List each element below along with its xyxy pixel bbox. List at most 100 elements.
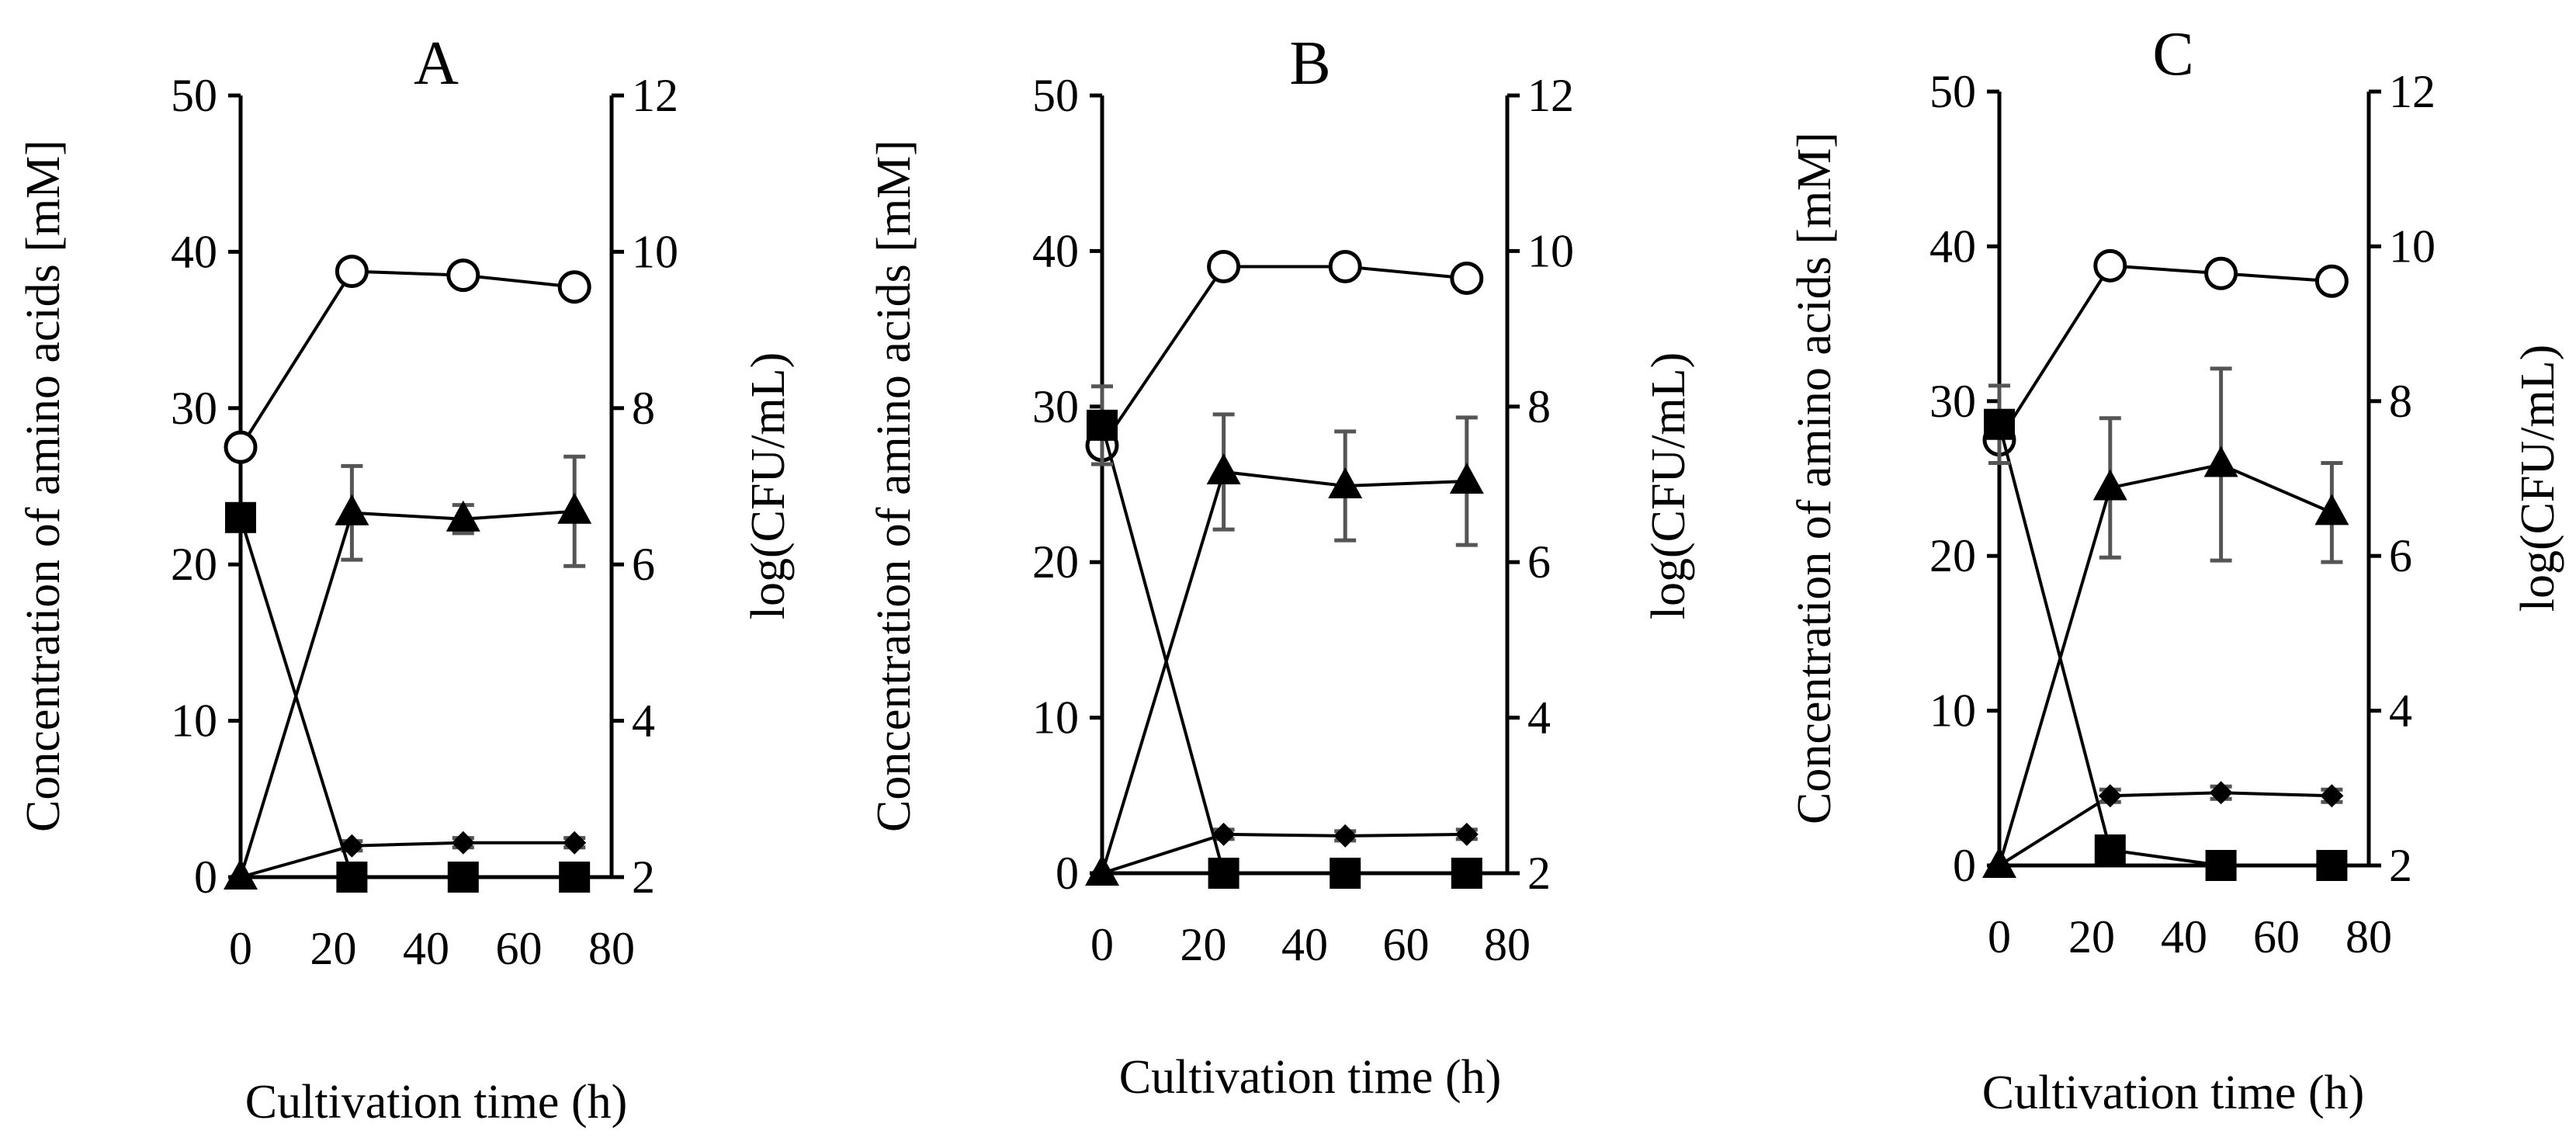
y-tick-label-right: 2 [632,851,655,903]
point-diamond [1454,822,1479,846]
y-tick-label-right: 6 [632,539,655,590]
x-tick-label: 0 [1090,919,1114,970]
point-triangle [2092,469,2127,501]
x-tick-label: 60 [2253,911,2300,962]
point-square [2316,850,2348,881]
x-tick-label: 60 [1383,919,1430,970]
y-tick-label-right: 4 [632,695,655,747]
x-tick-label: 40 [403,923,449,974]
x-tick-label: 40 [2161,911,2207,962]
y-tick-label-right: 6 [1527,536,1551,588]
series-line-square [1101,425,1467,875]
point-square [225,501,256,533]
y-tick-label-left: 0 [1953,840,1976,891]
panel-title: C [2152,20,2193,88]
point-triangle [335,494,369,525]
point-diamond [451,831,475,855]
series-line-diamond [1101,832,1467,875]
y-tick-label-right: 8 [632,383,655,434]
point-diamond [1988,854,2011,877]
y-tick-label-left: 20 [1032,536,1079,588]
point-triangle [1206,453,1241,484]
panel-title: B [1289,29,1330,98]
x-tick-label: 20 [310,923,357,974]
plot-area: 0 10 20 30 40 50 2 4 6 8 10 12 0 20 40 60 80 [1032,70,1574,970]
y-tick-label-left: 10 [1929,685,1976,737]
x-tick-label: 0 [229,923,252,974]
y-axis-title-left: Concentration of amino acids [mM] [17,140,70,832]
y-tick-label-right: 8 [1527,381,1551,432]
y-axis-title-right: log(CFU/mL) [1642,352,1695,619]
y-tick-label-right: 12 [2389,66,2436,117]
x-tick-label: 0 [1988,911,2011,962]
point-open-circle [2093,248,2127,283]
y-tick-label-left: 10 [171,695,217,747]
point-open-circle [446,258,480,293]
point-triangle [2314,494,2349,525]
y-tick-label-left: 40 [171,226,217,277]
point-triangle [557,492,592,524]
plot-area: 0 10 20 30 40 50 2 4 6 8 10 12 0 20 40 60 80 [171,70,678,974]
panel-a: A Concentration of amino acids [mM] log(… [17,29,795,1129]
series-line-triangle [239,509,575,878]
panel-title: A [414,29,459,98]
plot-area: 0 10 20 30 40 50 2 4 6 8 10 12 0 20 40 60 80 [1929,66,2436,962]
point-triangle [1449,462,1484,494]
point-diamond [2320,784,2344,808]
series-line-square [1998,424,2332,867]
x-tick-label: 80 [1484,919,1531,970]
y-tick-label-right: 6 [2389,530,2412,581]
point-square [2205,850,2237,881]
point-triangle [1328,467,1363,499]
point-diamond [2098,784,2122,808]
point-diamond [1333,824,1357,848]
point-diamond [2209,781,2233,805]
point-square [1208,858,1239,889]
panel-c: C Concentration of amino acids [mM] log(… [1788,20,2564,1119]
y-tick-label-right: 12 [632,70,678,121]
y-tick-label-left: 40 [1929,220,1976,272]
y-tick-label-right: 2 [2389,840,2412,891]
point-diamond [229,865,252,889]
y-tick-label-left: 40 [1032,225,1079,276]
point-square [1087,409,1118,441]
y-axis-title-right: log(CFU/mL) [2512,345,2564,612]
y-tick-label-left: 50 [1929,66,1976,117]
point-square [447,862,479,893]
series-line-open-circle [239,269,575,449]
x-axis-title: Cultivation time (h) [245,1076,628,1129]
y-tick-label-left: 30 [1032,381,1079,432]
y-tick-label-right: 8 [2389,376,2412,427]
point-square [1451,858,1482,889]
series-line-triangle [1998,463,2333,866]
y-tick-label-right: 10 [2389,220,2436,272]
y-axis-title-left: Concentration of amino acids [mM] [1788,132,1841,824]
point-diamond [563,831,587,855]
point-open-circle [1450,261,1484,295]
x-axis-title: Cultivation time (h) [1982,1066,2365,1119]
point-square [336,862,368,893]
series-line-open-circle [1101,265,1467,447]
point-open-circle [2204,256,2238,290]
point-open-circle [2314,264,2349,298]
series-line-triangle [1101,470,1467,874]
point-open-circle [1328,249,1362,283]
point-square [559,862,591,893]
point-square [1984,408,2015,440]
y-tick-label-left: 30 [171,383,217,434]
series-line-open-circle [1998,264,2332,441]
y-tick-label-right: 2 [1527,848,1551,899]
point-diamond [1212,822,1236,846]
series-line-diamond [1998,791,2332,867]
x-axis-title: Cultivation time (h) [1119,1051,1502,1104]
point-open-circle [224,430,258,464]
y-tick-label-left: 50 [171,70,217,121]
x-tick-label: 80 [588,923,635,974]
point-open-circle [1207,249,1241,283]
y-axis-title-left: Concentration of amino acids [mM] [868,140,920,832]
y-tick-label-left: 0 [194,851,217,903]
y-tick-label-left: 20 [171,539,217,590]
y-tick-label-left: 0 [1056,848,1079,899]
y-tick-label-right: 10 [632,226,678,277]
